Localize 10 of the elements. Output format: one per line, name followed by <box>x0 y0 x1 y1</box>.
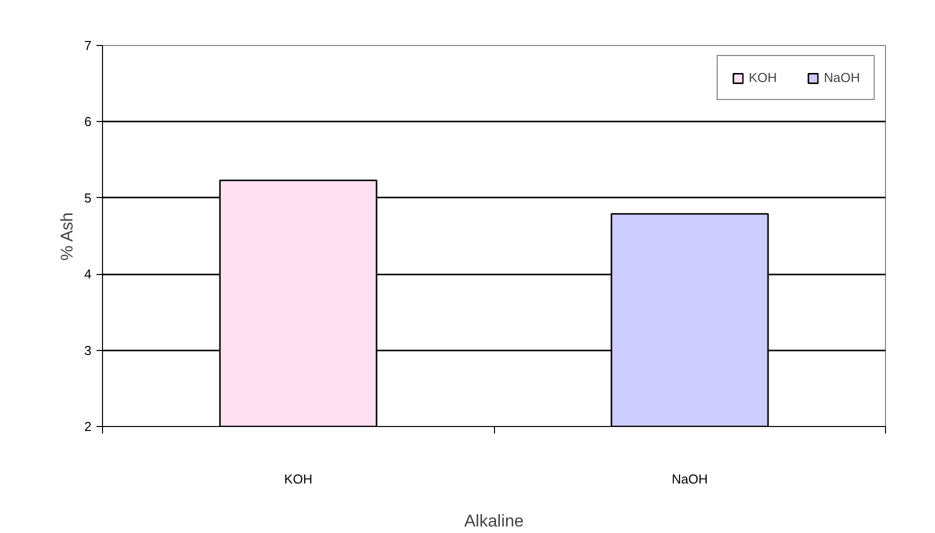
y-tick-label: 7 <box>84 38 92 53</box>
y-axis-title: % Ash <box>57 212 76 261</box>
y-tick-label: 3 <box>84 342 92 358</box>
y-tick-label: 4 <box>84 266 92 282</box>
x-axis-title: Alkaline <box>464 512 524 530</box>
legend-label: NaOH <box>824 70 860 85</box>
y-tick-label: 5 <box>84 190 92 206</box>
y-tick-label: 6 <box>84 114 92 130</box>
y-tick-label: 2 <box>84 419 92 434</box>
legend-label: KOH <box>748 70 777 85</box>
